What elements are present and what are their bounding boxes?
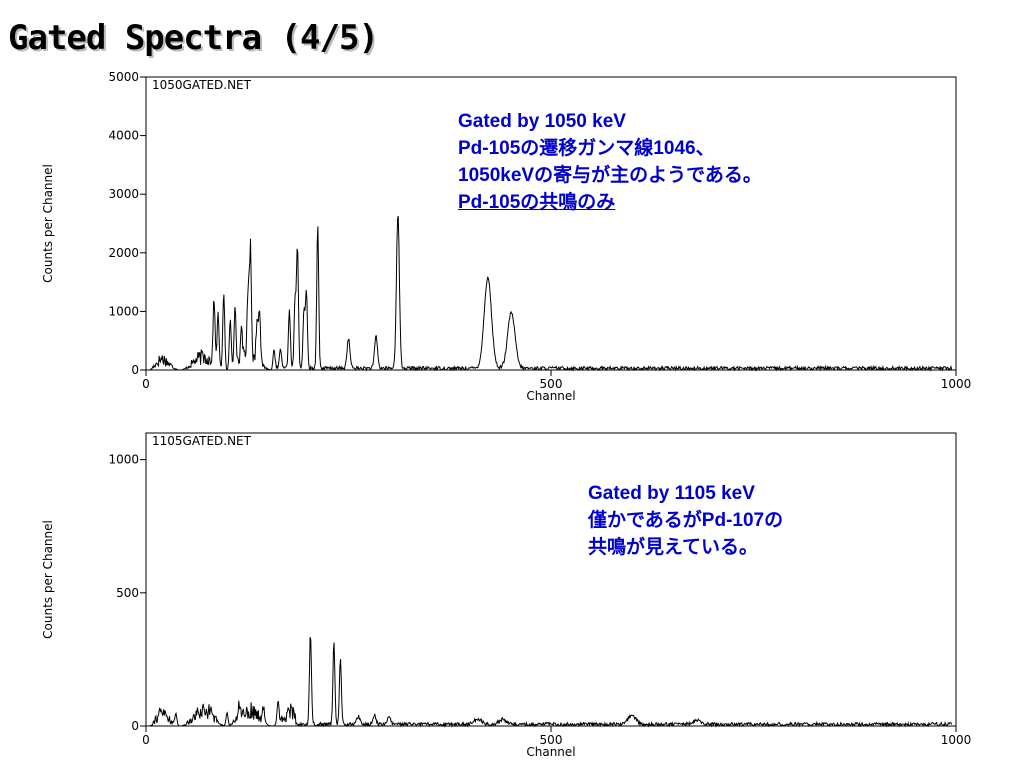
x-tick-label: 0 (142, 377, 150, 391)
annotation-bottom-line-1: Gated by 1105 keV (588, 483, 755, 504)
annotation-top-line-3: 1050keVの寄与が主のようである。 (458, 165, 762, 186)
x-axis-label: Channel (526, 389, 575, 403)
x-tick-label: 1000 (941, 377, 972, 391)
spectrum-trace (149, 636, 953, 728)
y-axis-label: Counts per Channel (41, 164, 55, 283)
y-axis-label: Counts per Channel (41, 520, 55, 639)
y-tick-label: 5000 (108, 70, 139, 84)
annotation-top: Gated by 1050 keV Pd-105の遷移ガンマ線1046、 105… (458, 108, 762, 216)
chart-title: 1050GATED.NET (152, 78, 252, 92)
y-tick-label: 500 (116, 586, 139, 600)
y-tick-label: 1000 (108, 453, 139, 467)
x-tick-label: 1000 (941, 733, 972, 747)
y-tick-label: 2000 (108, 246, 139, 260)
y-tick-label: 3000 (108, 187, 139, 201)
y-tick-label: 1000 (108, 304, 139, 318)
annotation-top-line-2: Pd-105の遷移ガンマ線1046、 (458, 138, 715, 159)
annotation-bottom-line-3: 共鳴が見えている。 (588, 537, 759, 558)
x-axis-label: Channel (526, 745, 575, 759)
x-tick-label: 500 (540, 733, 563, 747)
plot-frame (145, 432, 957, 727)
spectrum-chart-1050: 1050GATED.NET 0 1000 2000 3000 4000 5000 0 500 10… (41, 70, 972, 403)
annotation-top-line-1: Gated by 1050 keV (458, 111, 626, 132)
annotation-bottom-line-2: 僅かであるがPd-107の (588, 510, 784, 531)
annotation-top-line-4: Pd-105の共鳴のみ (458, 192, 616, 213)
x-tick-label: 0 (142, 733, 150, 747)
slide-title: Gated Spectra (4/5) (8, 18, 379, 58)
annotation-bottom: Gated by 1105 keV 僅かであるがPd-107の 共鳴が見えている… (588, 480, 783, 561)
chart-title: 1105GATED.NET (152, 434, 252, 448)
y-tick-label: 0 (131, 719, 139, 733)
spectrum-trace (149, 215, 953, 372)
y-tick-label: 0 (131, 363, 139, 377)
y-tick-label: 4000 (108, 129, 139, 143)
x-tick-label: 500 (540, 377, 563, 391)
